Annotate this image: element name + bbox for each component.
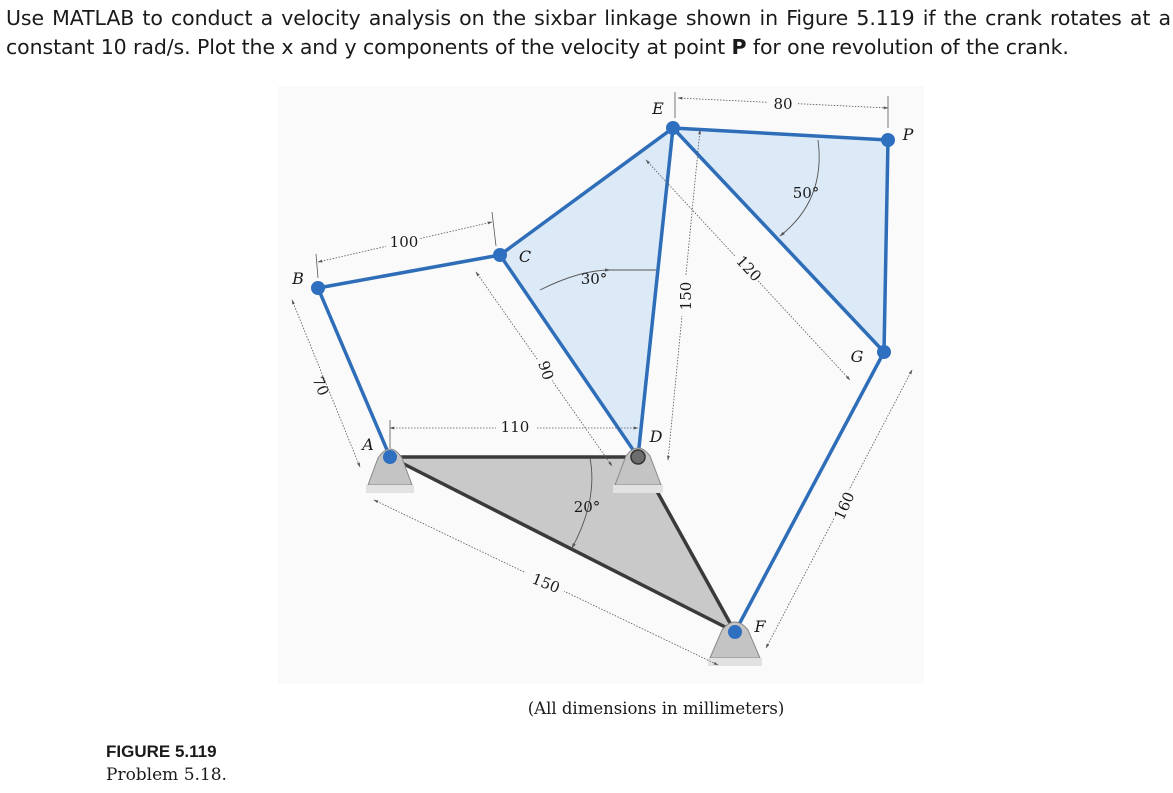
joint-f (728, 625, 742, 639)
problem-line-2-start: constant 10 rad/s. Plot the x and y comp… (6, 35, 732, 59)
joint-b (311, 281, 325, 295)
label-c: C (519, 247, 531, 266)
dim-label-ep: 80 (773, 95, 792, 113)
problem-line-2: constant 10 rad/s. Plot the x and y comp… (6, 33, 1171, 62)
dim-line-ab (291, 299, 361, 468)
support-a (366, 448, 414, 493)
problem-statement: Use MATLAB to conduct a velocity analysi… (6, 4, 1171, 62)
dim-label-bc: 100 (390, 233, 419, 251)
angle-arc-a (571, 457, 593, 549)
label-p: P (902, 125, 914, 144)
joint-e (666, 121, 680, 135)
label-d: D (649, 427, 663, 446)
label-e: E (651, 99, 664, 118)
dim-label-ad: 110 (501, 418, 530, 436)
support-d (613, 447, 663, 493)
angle-label-e: 50° (793, 184, 820, 202)
joint-a (383, 450, 397, 464)
label-g: G (851, 347, 864, 366)
label-b: B (291, 269, 304, 288)
problem-line-1: Use MATLAB to conduct a velocity analysi… (6, 6, 1171, 30)
joint-d (630, 449, 646, 465)
angle-label-c: 30° (581, 270, 608, 288)
joint-p (881, 133, 895, 147)
problem-point-p: P (731, 35, 747, 59)
dim-line-af (373, 499, 719, 666)
figure-caption-title: FIGURE 5.119 (106, 742, 217, 761)
angle-arc-e (779, 139, 820, 237)
label-a: A (360, 435, 374, 454)
joint-g (877, 345, 891, 359)
support-f (708, 621, 762, 666)
angle-arc-c (539, 268, 611, 291)
dim-label-de: 150 (677, 282, 695, 311)
dim-label-ab: 70 (309, 374, 333, 398)
joint-c (493, 248, 507, 262)
problem-line-2-end: for one revolution of the crank. (746, 35, 1069, 59)
label-f: F (753, 617, 766, 636)
dim-label-cd: 90 (534, 359, 557, 383)
figure-caption-subtitle: Problem 5.18. (106, 765, 227, 785)
angle-label-a: 20° (574, 498, 601, 516)
units-note: (All dimensions in millimeters) (528, 699, 785, 718)
